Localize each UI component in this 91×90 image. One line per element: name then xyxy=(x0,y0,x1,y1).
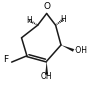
Text: OH: OH xyxy=(41,72,52,81)
Text: H: H xyxy=(27,16,32,25)
Text: ·OH: ·OH xyxy=(74,46,88,55)
Text: O: O xyxy=(43,2,50,11)
Text: F: F xyxy=(3,55,8,64)
Polygon shape xyxy=(61,45,74,52)
Polygon shape xyxy=(45,61,48,75)
Text: H: H xyxy=(60,15,66,24)
